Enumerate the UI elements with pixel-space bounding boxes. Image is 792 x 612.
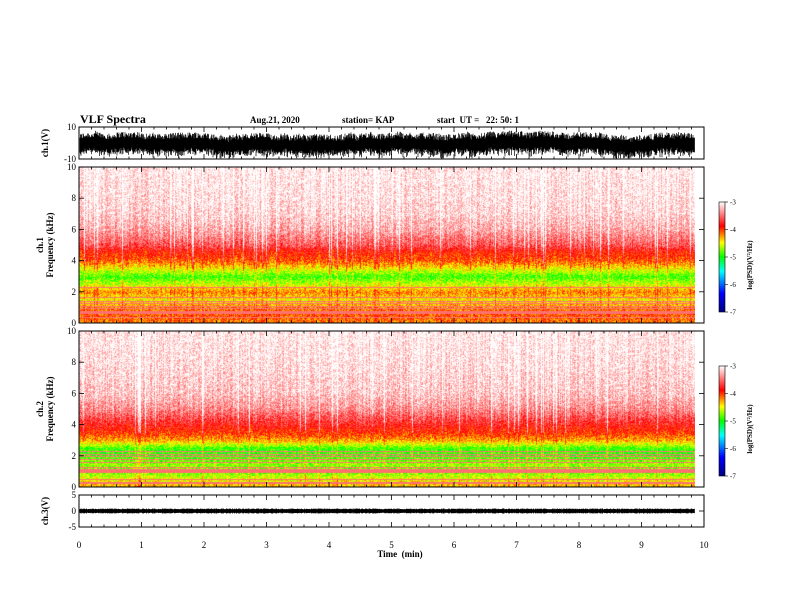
y-tick-label: 5 <box>72 490 77 500</box>
y-tick-label: 0 <box>72 482 77 492</box>
y-tick-label: 6 <box>72 224 77 234</box>
colorbar-tick-label: -5 <box>730 418 736 426</box>
ch2-colorbar: -3 -4 -5 -6 -7 log(PSD)(V²/Hz) <box>718 363 754 481</box>
x-tick-label: 8 <box>577 540 582 550</box>
colorbar-tick-label: -7 <box>730 473 736 481</box>
y-tick-label: 8 <box>72 357 77 367</box>
x-tick-label: 1 <box>139 540 144 550</box>
x-tick-label: 2 <box>202 540 207 550</box>
y-tick-label: 8 <box>72 193 77 203</box>
x-tick-label: 7 <box>514 540 519 550</box>
y-tick-label: -10 <box>64 154 76 164</box>
station-label: station= KAP <box>342 115 395 125</box>
colorbar-label: log(PSD)(V²/Hz) <box>746 404 754 454</box>
colorbar-ramp <box>718 201 726 313</box>
colorbar-label: log(PSD)(V²/Hz) <box>746 240 754 290</box>
y-tick-label: 0 <box>72 506 77 516</box>
y-tick-label: 6 <box>72 388 77 398</box>
x-tick-label: 5 <box>389 540 394 550</box>
x-tick-label: 9 <box>639 540 644 550</box>
colorbar-ramp <box>718 365 726 477</box>
colorbar-tick-label: -5 <box>730 254 736 262</box>
spectrogram-image <box>79 331 695 487</box>
ch3-trace <box>79 508 695 514</box>
figure-title: VLF Spectra <box>80 112 146 126</box>
y-tick-label: -5 <box>69 522 77 532</box>
colorbar-tick-label: -6 <box>730 281 736 289</box>
ch2-spectrogram-panel: 0 2 4 6 8 10 ch.2 Frequency (kHz) <box>35 326 705 492</box>
y-tick-label: 2 <box>72 287 77 297</box>
colorbar-tick-label: -3 <box>730 199 736 207</box>
y-axis-label: ch.2 <box>35 401 45 417</box>
y-axis-label: Frequency (kHz) <box>45 212 55 277</box>
ch1-spectrogram-panel: 0 2 4 6 8 10 ch.1 Frequency (kHz) <box>35 162 705 328</box>
y-tick-label: 10 <box>67 162 77 172</box>
y-axis-label: ch.1 <box>35 237 45 253</box>
colorbar-tick-label: -6 <box>730 445 736 453</box>
colorbar-tick-label: -7 <box>730 309 736 317</box>
ch1-colorbar: -3 -4 -5 -6 -7 log(PSD)(V²/Hz) <box>718 199 754 317</box>
y-axis-label: ch.1(V) <box>40 129 50 157</box>
ch3-waveform-panel: 5 0 -5 ch.3(V) <box>40 490 705 532</box>
x-tick-label: 4 <box>327 540 332 550</box>
x-tick-label: 6 <box>452 540 457 550</box>
spectrogram-image <box>79 167 695 323</box>
x-axis-label: Time (min) <box>377 549 422 559</box>
colorbar-tick-label: -4 <box>730 226 736 234</box>
x-tick-label: 10 <box>700 540 710 550</box>
y-tick-label: 4 <box>72 256 77 266</box>
y-axis-label: Frequency (kHz) <box>45 376 55 441</box>
y-axis-label: ch.3(V) <box>40 497 50 525</box>
y-tick-label: 0 <box>72 318 77 328</box>
colorbar-tick-label: -4 <box>730 390 736 398</box>
x-tick-label: 3 <box>264 540 269 550</box>
y-tick-label: 4 <box>72 420 77 430</box>
time-axis: 0 1 2 3 4 5 6 7 8 9 10 <box>77 540 709 550</box>
ch1-waveform-panel: 10 -10 ch.1(V) <box>40 122 705 164</box>
date-label: Aug.21, 2020 <box>250 115 300 125</box>
y-tick-label: 10 <box>67 122 77 132</box>
ch1-trace <box>79 130 695 159</box>
x-tick-label: 0 <box>77 540 82 550</box>
y-tick-label: 2 <box>72 451 77 461</box>
start-ut-label: start UT = 22: 50: 1 <box>437 115 519 125</box>
y-tick-label: 10 <box>67 326 77 336</box>
colorbar-tick-label: -3 <box>730 363 736 371</box>
